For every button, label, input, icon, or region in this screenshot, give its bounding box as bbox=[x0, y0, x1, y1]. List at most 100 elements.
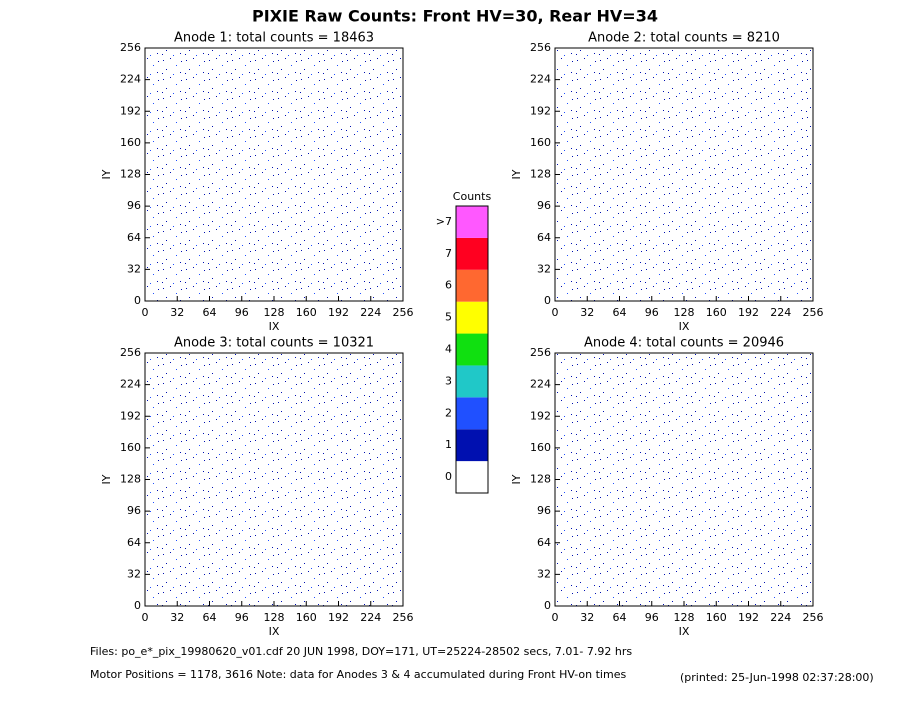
x-tick-label: 256 bbox=[393, 306, 414, 319]
y-tick-label: 224 bbox=[530, 73, 551, 86]
colorbar-swatch bbox=[456, 237, 488, 270]
y-tick-label: 64 bbox=[537, 231, 551, 244]
panel-title: Anode 2: total counts = 8210 bbox=[588, 31, 780, 46]
y-tick-label: 96 bbox=[537, 199, 551, 212]
x-tick-label: 32 bbox=[580, 611, 594, 624]
x-tick-label: 224 bbox=[770, 306, 791, 319]
colorbar-label: 7 bbox=[445, 247, 452, 260]
colorbar-label: >7 bbox=[436, 215, 452, 228]
colorbar-swatch bbox=[456, 333, 488, 366]
count-image bbox=[145, 353, 403, 606]
colorbar-label: 4 bbox=[445, 343, 452, 356]
y-axis-label: IY bbox=[100, 474, 113, 484]
y-tick-label: 192 bbox=[120, 104, 141, 117]
y-tick-label: 96 bbox=[537, 504, 551, 517]
colorbar-label: 3 bbox=[445, 374, 452, 387]
colorbar-label: 2 bbox=[445, 406, 452, 419]
colorbar-swatch bbox=[456, 365, 488, 398]
x-tick-label: 160 bbox=[706, 611, 727, 624]
x-tick-label: 224 bbox=[360, 611, 381, 624]
colorbar-swatch bbox=[456, 206, 488, 238]
y-tick-label: 256 bbox=[120, 346, 141, 359]
colorbar-swatch bbox=[456, 397, 488, 430]
y-tick-label: 160 bbox=[120, 136, 141, 149]
y-tick-label: 64 bbox=[127, 231, 141, 244]
y-tick-label: 128 bbox=[120, 473, 141, 486]
x-tick-label: 192 bbox=[738, 611, 759, 624]
colorbar-swatch bbox=[456, 301, 488, 334]
y-tick-label: 256 bbox=[530, 41, 551, 54]
y-tick-label: 32 bbox=[127, 262, 141, 275]
colorbar-label: 0 bbox=[445, 470, 452, 483]
y-tick-label: 192 bbox=[530, 104, 551, 117]
colorbar-title: Counts bbox=[453, 190, 492, 203]
colorbar-swatch bbox=[456, 269, 488, 302]
x-tick-label: 32 bbox=[170, 306, 184, 319]
x-tick-label: 224 bbox=[770, 611, 791, 624]
x-tick-label: 0 bbox=[552, 306, 559, 319]
y-tick-label: 224 bbox=[120, 378, 141, 391]
panel-title: Anode 1: total counts = 18463 bbox=[174, 31, 374, 46]
x-axis-label: IX bbox=[269, 320, 280, 333]
x-tick-label: 192 bbox=[738, 306, 759, 319]
y-axis-label: IY bbox=[510, 474, 523, 484]
x-axis-label: IX bbox=[269, 625, 280, 638]
y-tick-label: 32 bbox=[537, 567, 551, 580]
y-axis-label: IY bbox=[510, 169, 523, 179]
count-image bbox=[145, 48, 403, 301]
x-tick-label: 96 bbox=[645, 611, 659, 624]
x-tick-label: 64 bbox=[203, 306, 217, 319]
x-tick-label: 160 bbox=[296, 306, 317, 319]
colorbar-swatch bbox=[456, 461, 488, 493]
colorbar-label: 5 bbox=[445, 311, 452, 324]
x-tick-label: 256 bbox=[803, 611, 824, 624]
count-image bbox=[555, 48, 813, 301]
y-tick-label: 192 bbox=[120, 409, 141, 422]
y-tick-label: 64 bbox=[127, 536, 141, 549]
x-tick-label: 0 bbox=[552, 611, 559, 624]
x-tick-label: 0 bbox=[142, 306, 149, 319]
y-tick-label: 96 bbox=[127, 199, 141, 212]
x-tick-label: 160 bbox=[706, 306, 727, 319]
footer-motor: Motor Positions = 1178, 3616 Note: data … bbox=[90, 668, 626, 681]
x-tick-label: 160 bbox=[296, 611, 317, 624]
x-tick-label: 96 bbox=[235, 306, 249, 319]
x-tick-label: 64 bbox=[613, 611, 627, 624]
panel-title: Anode 4: total counts = 20946 bbox=[584, 336, 784, 351]
x-tick-label: 256 bbox=[393, 611, 414, 624]
x-tick-label: 96 bbox=[645, 306, 659, 319]
footer-printed: (printed: 25-Jun-1998 02:37:28:00) bbox=[680, 671, 874, 684]
colorbar-label: 6 bbox=[445, 279, 452, 292]
y-tick-label: 128 bbox=[530, 168, 551, 181]
figure-title: PIXIE Raw Counts: Front HV=30, Rear HV=3… bbox=[252, 7, 658, 26]
y-tick-label: 224 bbox=[120, 73, 141, 86]
x-tick-label: 128 bbox=[674, 306, 695, 319]
x-axis-label: IX bbox=[679, 625, 690, 638]
colorbar-frame bbox=[455, 205, 489, 494]
y-tick-label: 0 bbox=[134, 294, 141, 307]
count-image bbox=[555, 353, 813, 606]
y-tick-label: 160 bbox=[120, 441, 141, 454]
x-axis-label: IX bbox=[679, 320, 690, 333]
y-tick-label: 64 bbox=[537, 536, 551, 549]
panel-title: Anode 3: total counts = 10321 bbox=[174, 336, 374, 351]
x-tick-label: 128 bbox=[264, 611, 285, 624]
x-tick-label: 192 bbox=[328, 306, 349, 319]
y-tick-label: 160 bbox=[530, 441, 551, 454]
y-tick-label: 0 bbox=[544, 599, 551, 612]
y-tick-label: 32 bbox=[537, 262, 551, 275]
y-tick-label: 96 bbox=[127, 504, 141, 517]
x-tick-label: 128 bbox=[674, 611, 695, 624]
x-tick-label: 256 bbox=[803, 306, 824, 319]
x-tick-label: 32 bbox=[170, 611, 184, 624]
x-tick-label: 64 bbox=[203, 611, 217, 624]
y-tick-label: 0 bbox=[544, 294, 551, 307]
y-tick-label: 32 bbox=[127, 567, 141, 580]
x-tick-label: 192 bbox=[328, 611, 349, 624]
footer-files: Files: po_e*_pix_19980620_v01.cdf 20 JUN… bbox=[90, 645, 632, 658]
colorbar-swatch bbox=[456, 429, 488, 462]
y-tick-label: 128 bbox=[120, 168, 141, 181]
y-tick-label: 224 bbox=[530, 378, 551, 391]
